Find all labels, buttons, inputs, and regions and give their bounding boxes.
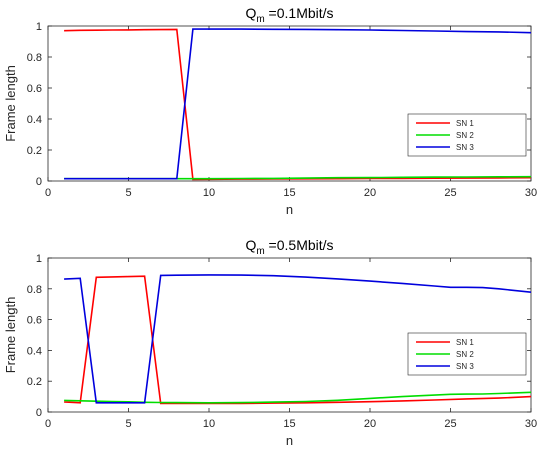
chart-2: 0 5 10 15 20 25 30 0 0.2 0.4 0.6 0.8 1 n Frame length Q… (3, 237, 537, 448)
legend-label: SN 3 (456, 143, 474, 152)
title-main: Q (245, 237, 256, 253)
y-tick-label: 0.2 (27, 145, 42, 157)
y-tick-label: 1 (36, 253, 42, 265)
y-tick-label: 0 (36, 176, 42, 188)
title-subscript: m (256, 246, 264, 257)
legend-label: SN 2 (456, 131, 474, 140)
x-tick-label: 15 (283, 418, 295, 430)
x-tick-label: 20 (364, 418, 376, 430)
series-line-sn-3 (64, 28, 531, 180)
y-axis-label: Frame length (3, 65, 18, 142)
y-tick-label: 0 (36, 407, 42, 419)
x-tick-label: 5 (125, 418, 131, 430)
y-tick-label: 1 (36, 21, 42, 33)
x-tick-label: 25 (444, 187, 456, 199)
legend-label: SN 1 (456, 338, 474, 347)
chart-title: Qm =0.1Mbit/s (245, 5, 333, 25)
x-tick-label: 25 (444, 418, 456, 430)
y-tick-label: 0.6 (27, 315, 42, 327)
x-tick-label: 0 (45, 187, 51, 199)
y-tick-label: 0.8 (27, 52, 42, 64)
x-tick-label: 0 (45, 418, 51, 430)
legend-label: SN 1 (456, 119, 474, 128)
title-subscript: m (256, 14, 264, 25)
x-axis-label: n (286, 202, 293, 217)
series-line-sn-3 (64, 274, 531, 404)
x-tick-label: 15 (283, 187, 295, 199)
x-tick-label: 30 (525, 187, 537, 199)
y-tick-label: 0.2 (27, 376, 42, 388)
title-rest: =0.1Mbit/s (265, 5, 334, 21)
title-rest: =0.5Mbit/s (265, 237, 334, 253)
legend-label: SN 3 (456, 362, 474, 371)
x-tick-label: 10 (203, 187, 215, 199)
plot-area (47, 25, 532, 182)
x-tick-label: 30 (525, 418, 537, 430)
x-tick-label: 20 (364, 187, 376, 199)
y-tick-label: 0.4 (27, 345, 42, 357)
chart-title: Qm =0.5Mbit/s (245, 237, 333, 257)
legend-label: SN 2 (456, 350, 474, 359)
y-tick-label: 0.6 (27, 83, 42, 95)
series-line-sn-2 (64, 391, 531, 404)
x-axis-label: n (286, 433, 293, 448)
x-tick-label: 5 (125, 187, 131, 199)
x-tick-label: 10 (203, 418, 215, 430)
y-tick-label: 0.4 (27, 114, 42, 126)
title-main: Q (245, 5, 256, 21)
y-axis-label: Frame length (3, 297, 18, 374)
y-tick-label: 0.8 (27, 284, 42, 296)
chart-1: 0 5 10 15 20 25 30 0 0.2 0.4 0.6 0.8 1 n Frame length Q… (3, 5, 537, 217)
